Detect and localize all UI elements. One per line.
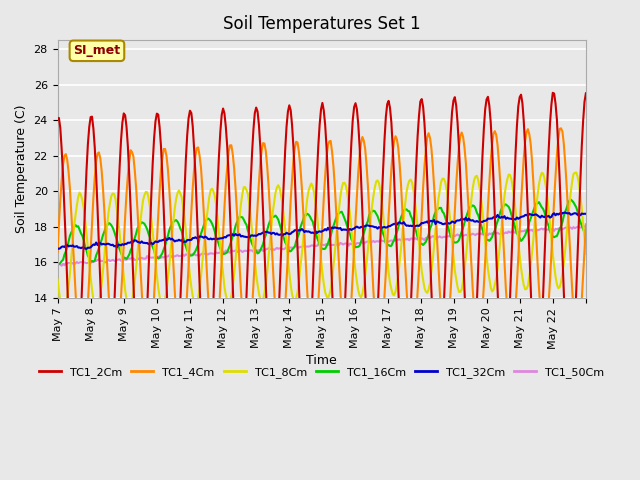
- Y-axis label: Soil Temperature (C): Soil Temperature (C): [15, 105, 28, 233]
- Legend: TC1_2Cm, TC1_4Cm, TC1_8Cm, TC1_16Cm, TC1_32Cm, TC1_50Cm: TC1_2Cm, TC1_4Cm, TC1_8Cm, TC1_16Cm, TC1…: [35, 363, 609, 383]
- Text: SI_met: SI_met: [74, 44, 120, 57]
- Title: Soil Temperatures Set 1: Soil Temperatures Set 1: [223, 15, 420, 33]
- X-axis label: Time: Time: [307, 354, 337, 367]
